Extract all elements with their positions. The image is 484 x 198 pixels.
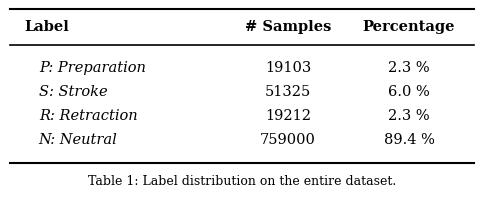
Text: 51325: 51325 [265, 85, 311, 99]
Text: 19212: 19212 [265, 109, 311, 123]
Text: 19103: 19103 [265, 61, 311, 75]
Text: S: Stroke: S: Stroke [39, 85, 107, 99]
Text: 759000: 759000 [260, 133, 316, 147]
Text: Table 1: Label distribution on the entire dataset.: Table 1: Label distribution on the entir… [88, 175, 396, 188]
Text: P: Preparation: P: Preparation [39, 61, 146, 75]
Text: N: Neutral: N: Neutral [39, 133, 118, 147]
Text: # Samples: # Samples [245, 20, 331, 34]
Text: Percentage: Percentage [363, 20, 455, 34]
Text: R: Retraction: R: Retraction [39, 109, 137, 123]
Text: Label: Label [24, 20, 69, 34]
Text: 6.0 %: 6.0 % [388, 85, 430, 99]
Text: 2.3 %: 2.3 % [388, 109, 430, 123]
Text: 2.3 %: 2.3 % [388, 61, 430, 75]
Text: 89.4 %: 89.4 % [383, 133, 435, 147]
